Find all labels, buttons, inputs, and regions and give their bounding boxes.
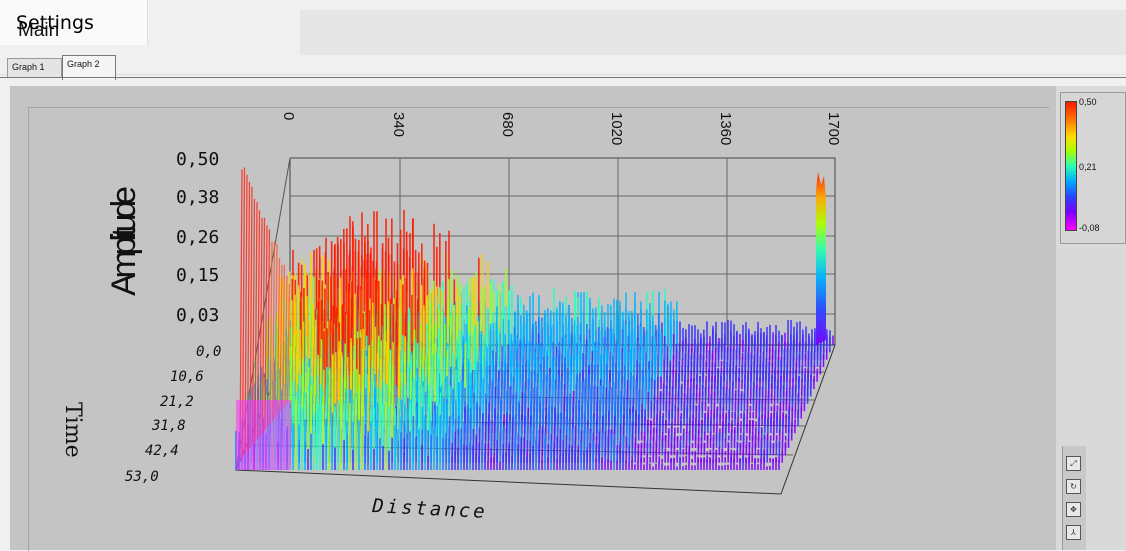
colorbar-mid-label: 0,21 xyxy=(1079,162,1097,172)
time-axis-label: Time xyxy=(60,402,85,458)
amplitude-tick-label: 0,38 xyxy=(176,187,219,208)
distance-tick-label: 1700 xyxy=(825,112,842,145)
distance-tick-label: 1360 xyxy=(717,112,734,145)
amplitude-surface xyxy=(235,209,834,470)
colorbar-max-label: 0,50 xyxy=(1079,97,1097,107)
distance-tick-label: 0 xyxy=(280,112,297,120)
time-tick-label: 10,6 xyxy=(170,369,204,385)
left-wall-spikes xyxy=(239,167,291,461)
low-amplitude-strip xyxy=(236,400,291,470)
amplitude-axis-label: Amplitude xyxy=(105,186,143,296)
distance-tick-label: 340 xyxy=(390,112,407,137)
settings-tab[interactable]: Settings xyxy=(0,0,148,45)
amplitude-tick-label: 0,03 xyxy=(176,305,219,326)
distance-tick-label: 1020 xyxy=(608,112,625,145)
axes-icon[interactable]: ⅄ xyxy=(1066,525,1081,540)
settings-tab-label: Settings xyxy=(16,12,94,34)
distance-tick-label: 680 xyxy=(499,112,516,137)
time-tick-label: 0,0 xyxy=(196,344,221,360)
time-tick-label: 42,4 xyxy=(145,443,179,459)
zoom-icon[interactable]: ⤢ xyxy=(1066,456,1081,471)
colorbar-min-label: -0,08 xyxy=(1079,223,1100,233)
color-scale-bar xyxy=(1065,101,1077,231)
tab-graph-2[interactable]: Graph 2 xyxy=(62,55,116,80)
time-ticks: 0,0 10,6 21,2 31,8 42,4 53,0 xyxy=(125,344,221,485)
tab-graph-1[interactable]: Graph 1 xyxy=(7,58,62,78)
distance-ticks: 0 340 680 1020 1360 1700 xyxy=(280,112,842,145)
main-tab[interactable]: Main xyxy=(18,20,60,41)
time-tick-label: 21,2 xyxy=(160,394,194,410)
distance-axis-label: Distance xyxy=(371,495,489,523)
tab-divider-light xyxy=(0,74,1126,75)
amplitude-ticks: 0,50 0,38 0,26 0,15 0,03 xyxy=(176,149,219,326)
tab-divider xyxy=(0,77,1126,78)
time-tick-label: 53,0 xyxy=(125,469,159,485)
amplitude-tick-label: 0,15 xyxy=(176,265,219,286)
time-tick-label: 31,8 xyxy=(151,418,186,434)
tab-bar-strip xyxy=(300,10,1126,55)
amplitude-tick-label: 0,50 xyxy=(176,149,219,170)
pan-icon[interactable]: ✥ xyxy=(1066,502,1081,517)
right-wall-spikes xyxy=(816,172,826,345)
amplitude-tick-label: 0,26 xyxy=(176,227,219,248)
plot-frame xyxy=(28,107,1049,551)
rotate-icon[interactable]: ↻ xyxy=(1066,479,1081,494)
